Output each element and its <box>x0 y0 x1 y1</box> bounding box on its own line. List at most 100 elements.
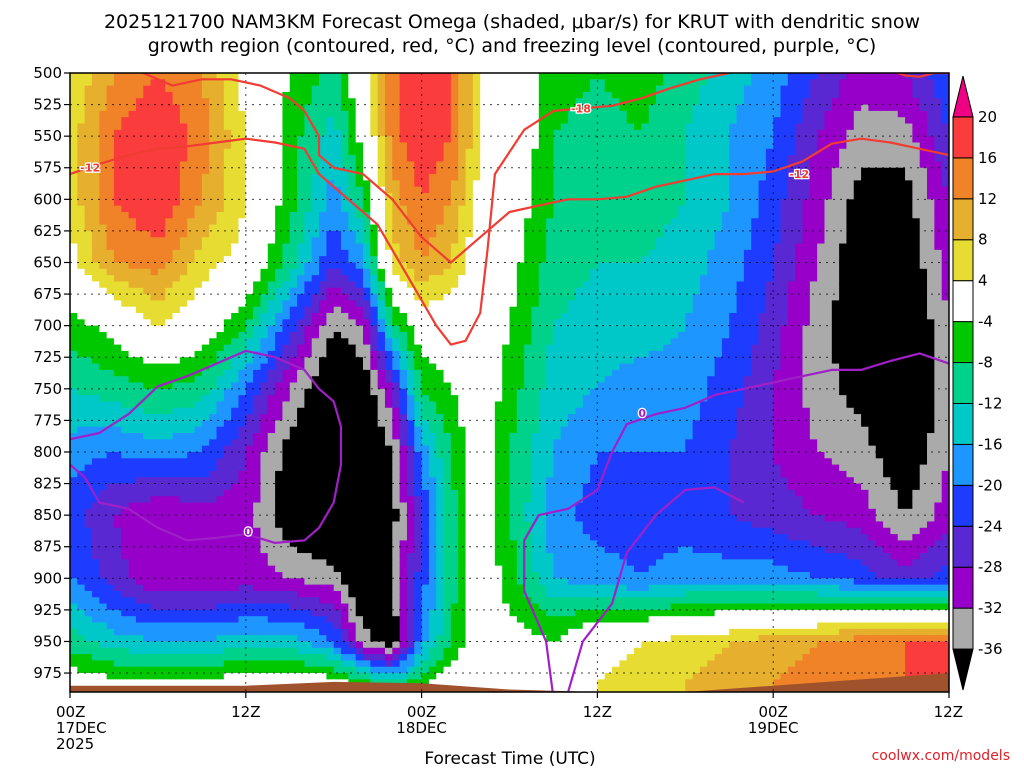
omega-cell <box>780 129 789 137</box>
omega-cell <box>553 186 562 194</box>
omega-cell <box>941 186 949 194</box>
omega-cell <box>663 287 672 295</box>
omega-cell <box>267 294 276 301</box>
omega-cell <box>546 230 555 238</box>
omega-cell <box>91 268 100 276</box>
omega-cell <box>289 249 298 257</box>
omega-cell <box>282 218 291 226</box>
omega-cell <box>758 186 767 194</box>
omega-cell <box>875 142 884 150</box>
omega-cell <box>553 180 562 188</box>
omega-cell <box>736 243 745 251</box>
omega-cell <box>641 294 650 301</box>
omega-cell <box>663 243 672 251</box>
omega-cell <box>260 167 269 175</box>
omega-cell <box>304 167 313 175</box>
omega-cell <box>824 275 833 283</box>
omega-cell <box>656 211 664 219</box>
omega-cell <box>399 136 408 144</box>
omega-cell <box>502 129 511 137</box>
omega-cell <box>883 268 891 276</box>
omega-cell <box>670 142 679 150</box>
omega-cell <box>912 117 921 125</box>
omega-cell <box>897 180 906 188</box>
omega-cell <box>487 262 496 270</box>
omega-cell <box>875 91 884 99</box>
omega-cell <box>538 174 547 181</box>
omega-cell <box>458 281 467 289</box>
omega-cell <box>634 281 642 289</box>
omega-cell <box>84 129 93 137</box>
omega-cell <box>465 211 474 219</box>
omega-cell <box>399 180 408 188</box>
omega-cell <box>106 294 115 301</box>
omega-cell <box>817 167 826 175</box>
omega-cell <box>450 193 459 200</box>
omega-cell <box>927 104 935 112</box>
omega-cell <box>721 224 730 232</box>
omega-cell <box>216 205 225 213</box>
omega-cell <box>582 129 591 137</box>
omega-cell <box>128 104 137 112</box>
omega-cell <box>853 123 862 131</box>
omega-cell <box>458 325 467 333</box>
omega-cell <box>326 79 335 87</box>
omega-cell <box>113 110 122 118</box>
omega-cell <box>670 186 679 194</box>
omega-cell <box>890 275 899 283</box>
omega-cell <box>304 110 313 118</box>
omega-cell <box>604 85 613 93</box>
omega-cell <box>187 193 196 200</box>
omega-cell <box>663 262 672 270</box>
omega-cell <box>341 218 349 226</box>
omega-cell <box>135 186 144 194</box>
omega-cell <box>656 275 664 283</box>
omega-cell <box>99 268 108 276</box>
omega-cell <box>817 243 826 251</box>
omega-cell <box>773 281 782 289</box>
omega-cell <box>714 218 723 226</box>
omega-cell <box>370 167 379 175</box>
omega-cell <box>91 73 100 80</box>
omega-cell <box>824 123 833 131</box>
omega-cell <box>363 186 371 194</box>
omega-cell <box>780 85 789 93</box>
omega-cell <box>179 117 188 125</box>
omega-cell <box>121 85 130 93</box>
omega-cell <box>201 300 210 308</box>
omega-cell <box>216 85 225 93</box>
omega-cell <box>480 287 489 295</box>
omega-cell <box>341 136 349 144</box>
omega-cell <box>912 174 921 181</box>
omega-cell <box>289 294 298 301</box>
omega-cell <box>538 110 547 118</box>
omega-cell <box>421 148 430 156</box>
omega-cell <box>604 199 613 207</box>
omega-cell <box>934 237 943 245</box>
omega-cell <box>458 199 467 207</box>
omega-cell <box>245 199 254 207</box>
omega-cell <box>238 91 247 99</box>
omega-cell <box>150 104 159 112</box>
omega-cell <box>458 294 467 301</box>
omega-cell <box>941 155 949 163</box>
omega-cell <box>194 268 203 276</box>
omega-cell <box>941 98 949 106</box>
omega-cell <box>70 73 78 80</box>
omega-cell <box>113 104 122 112</box>
omega-cell <box>685 167 694 175</box>
omega-cell <box>839 199 848 207</box>
omega-cell <box>113 218 122 226</box>
omega-cell <box>663 199 672 207</box>
omega-cell <box>604 306 613 314</box>
omega-cell <box>253 331 262 339</box>
omega-cell <box>304 136 313 144</box>
omega-cell <box>714 325 723 333</box>
omega-cell <box>568 180 577 188</box>
omega-cell <box>363 281 371 289</box>
omega-cell <box>113 237 122 245</box>
omega-cell <box>619 211 628 219</box>
omega-cell <box>421 243 430 251</box>
omega-cell <box>919 249 928 257</box>
omega-cell <box>817 104 826 112</box>
